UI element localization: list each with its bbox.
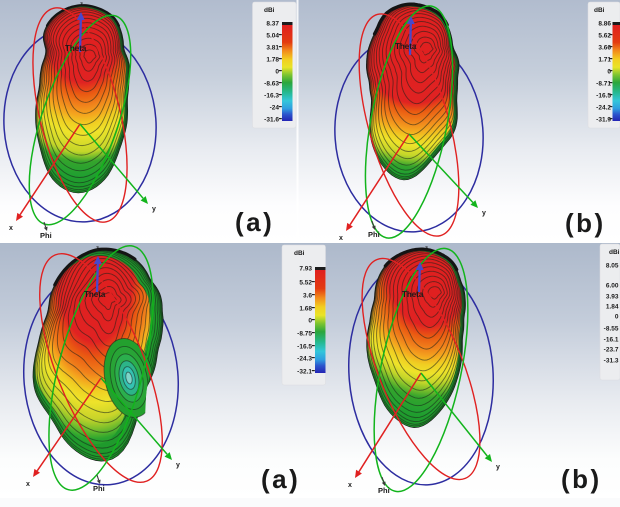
svg-text:-16.1: -16.1 [604,337,619,344]
svg-text:0: 0 [275,69,279,76]
svg-text:-24: -24 [270,105,280,112]
svg-text:-32.1: -32.1 [297,369,312,376]
svg-text:-16.3: -16.3 [264,93,279,100]
svg-text:-16.5: -16.5 [596,93,611,100]
svg-text:-16.5: -16.5 [297,344,312,351]
svg-text:-8.75: -8.75 [297,331,312,338]
svg-text:-8.71: -8.71 [596,81,611,88]
svg-text:-31.9: -31.9 [596,117,611,124]
svg-text:z: z [96,246,99,252]
svg-text:5.52: 5.52 [299,280,312,287]
svg-text:dBi: dBi [264,7,275,14]
svg-text:Theta: Theta [84,290,106,299]
svg-text:z: z [412,2,415,8]
svg-text:8.37: 8.37 [266,21,279,28]
svg-text:0: 0 [615,314,619,321]
svg-text:3.81: 3.81 [266,45,279,52]
svg-text:x: x [9,225,13,232]
svg-text:x: x [348,482,352,489]
svg-text:-31.6: -31.6 [264,117,279,124]
svg-text:1.84: 1.84 [606,304,619,311]
svg-text:7.93: 7.93 [299,266,312,273]
svg-text:y: y [176,462,180,469]
svg-text:x: x [339,235,343,242]
svg-text:Theta: Theta [402,290,424,299]
svg-text:1.78: 1.78 [266,57,279,64]
svg-text:5.62: 5.62 [598,33,611,40]
svg-text:dBi: dBi [609,249,620,256]
svg-text:-31.3: -31.3 [604,358,619,365]
svg-text:-23.7: -23.7 [604,347,619,354]
svg-text:-24.3: -24.3 [297,356,312,363]
svg-text:8.86: 8.86 [598,21,611,28]
svg-text:Theta: Theta [395,42,417,51]
svg-text:0: 0 [607,69,611,76]
svg-text:Phi: Phi [378,486,390,495]
svg-text:3.6: 3.6 [303,293,312,300]
svg-text:8.05: 8.05 [606,263,619,270]
svg-text:Theta: Theta [65,44,87,53]
svg-text:1.71: 1.71 [598,57,611,64]
svg-text:(b): (b) [565,208,606,238]
svg-text:y: y [496,464,500,471]
svg-text:dBi: dBi [294,250,305,257]
svg-text:Phi: Phi [40,231,52,240]
svg-text:z: z [80,2,83,8]
svg-text:y: y [152,206,156,213]
svg-text:-24.2: -24.2 [596,105,611,112]
svg-text:Phi: Phi [93,484,105,493]
svg-text:6.00: 6.00 [606,283,619,290]
svg-text:z: z [425,246,428,252]
svg-text:0: 0 [308,318,312,325]
svg-text:5.04: 5.04 [266,33,279,40]
svg-text:(a): (a) [235,207,274,237]
svg-text:y: y [482,210,486,217]
svg-text:(b): (b) [561,464,602,494]
svg-text:-8.63: -8.63 [264,81,279,88]
svg-text:dBi: dBi [594,7,605,14]
svg-text:3.66: 3.66 [598,45,611,52]
svg-text:Phi: Phi [368,230,380,239]
svg-text:1.68: 1.68 [299,306,312,313]
svg-text:(a): (a) [261,464,300,494]
svg-text:3.93: 3.93 [606,294,619,301]
svg-text:-8.55: -8.55 [604,326,619,333]
svg-text:x: x [26,481,30,488]
